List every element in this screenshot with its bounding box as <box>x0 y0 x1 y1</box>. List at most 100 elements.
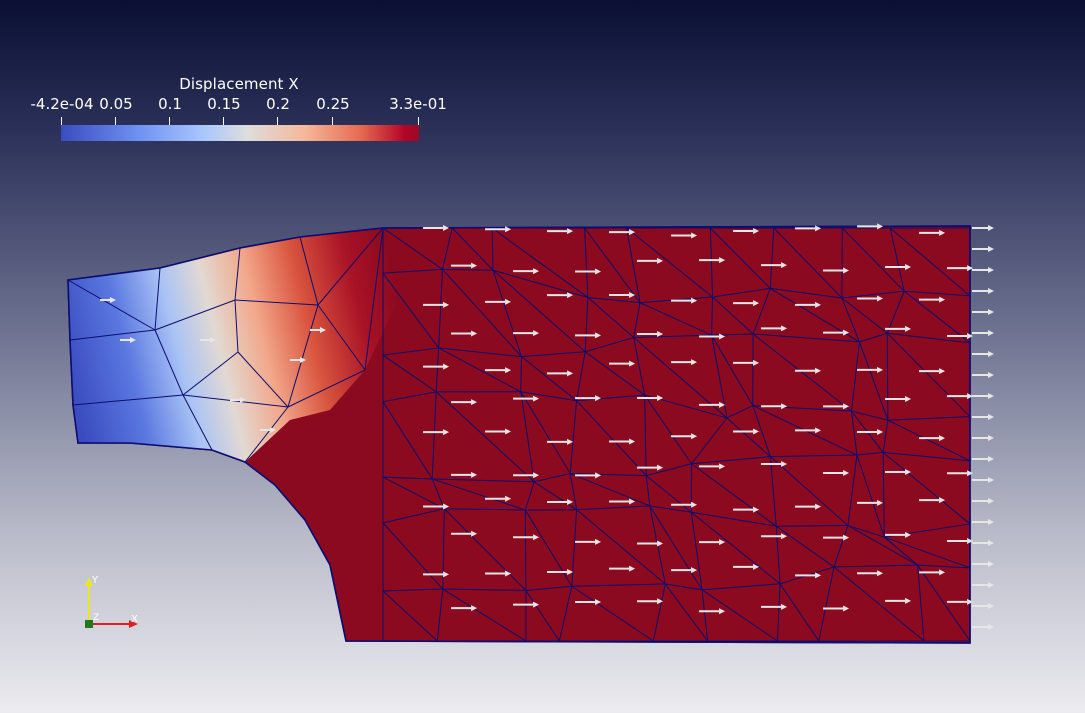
displacement-arrow <box>575 268 602 275</box>
mesh-edge <box>576 351 586 401</box>
mesh-edge <box>524 510 527 591</box>
x-axis-arrow <box>129 620 138 628</box>
displacement-arrow <box>671 501 698 508</box>
displacement-arrow <box>972 414 994 420</box>
displacement-arrow <box>451 530 478 537</box>
displacement-arrow <box>547 498 574 505</box>
displacement-arrow <box>795 572 822 579</box>
displacement-arrow <box>733 506 760 513</box>
displacement-arrow <box>671 232 698 239</box>
colorbar-tick <box>277 117 278 127</box>
displacement-arrow <box>671 359 698 366</box>
displacement-glyphs <box>100 223 994 630</box>
colorbar-tick-label: -4.2e-04 <box>30 95 94 113</box>
mesh-edge <box>533 481 577 511</box>
displacement-arrow <box>485 495 512 502</box>
colorbar-tick <box>169 117 170 127</box>
mesh-edge <box>525 590 560 642</box>
mesh-edge <box>69 329 156 341</box>
mesh-edge <box>571 583 666 587</box>
displacement-arrow <box>671 297 698 304</box>
mesh-edge <box>833 564 918 568</box>
colorbar-tick <box>418 117 419 127</box>
mesh-edge <box>442 268 494 271</box>
deformed-mesh <box>67 225 971 644</box>
mesh-edge <box>887 416 971 421</box>
mesh-edge <box>887 332 971 344</box>
mesh-edge <box>182 351 239 396</box>
colorbar-tick <box>332 117 333 127</box>
mesh-edge <box>234 299 319 306</box>
mesh-edge <box>524 509 573 587</box>
displacement-arrow <box>972 435 994 441</box>
colorbar-tick-label: 0.15 <box>207 95 241 113</box>
displacement-arrow <box>575 395 602 402</box>
displacement-arrow <box>575 599 602 606</box>
mesh-edge <box>903 290 971 344</box>
displacement-arrow <box>733 563 760 570</box>
displacement-arrow <box>823 267 850 274</box>
mesh-edge <box>435 347 440 392</box>
mesh-edge <box>649 505 703 591</box>
mesh-edge <box>587 297 641 304</box>
mesh-edge <box>491 227 589 298</box>
displacement-arrow <box>947 470 974 477</box>
mesh-edge <box>432 478 526 511</box>
displacement-arrow <box>885 264 912 271</box>
mesh-edge <box>646 463 692 477</box>
mesh-edge <box>534 473 571 483</box>
mesh-edge <box>847 525 885 538</box>
mesh-edge <box>520 356 522 392</box>
mesh-edge <box>712 287 771 298</box>
mesh-edge <box>770 456 849 526</box>
mesh-edge <box>886 332 971 418</box>
displacement-arrow <box>451 262 478 269</box>
displacement-arrow <box>972 267 994 273</box>
mesh-edge <box>521 356 577 402</box>
displacement-arrow <box>637 540 664 547</box>
displacement-arrow <box>547 569 574 576</box>
displacement-arrow <box>699 333 726 340</box>
displacement-arrow <box>857 429 884 436</box>
displacement-arrow <box>609 498 636 505</box>
mesh-edge <box>431 391 437 479</box>
displacement-arrow <box>699 257 726 264</box>
mesh-edge <box>520 391 571 474</box>
displacement-arrow <box>972 603 994 609</box>
displacement-arrow <box>699 539 726 546</box>
mesh-edge <box>154 329 184 396</box>
colorbar-tick-label: 0.25 <box>316 95 350 113</box>
displacement-arrow <box>761 603 788 610</box>
mesh-edge <box>633 337 646 396</box>
mesh-edge <box>644 395 647 476</box>
displacement-arrow <box>260 427 276 433</box>
mesh-edge <box>769 227 775 289</box>
displacement-arrow <box>919 296 946 303</box>
mesh-edge <box>645 475 692 513</box>
displacement-arrow <box>972 393 994 399</box>
displacement-arrow <box>609 438 636 445</box>
mesh-edge <box>570 473 647 477</box>
displacement-arrow <box>947 598 974 605</box>
mesh-edge <box>882 420 889 453</box>
displacement-arrow <box>485 367 512 374</box>
displacement-arrow <box>100 297 116 303</box>
mesh-edge <box>633 334 712 339</box>
mesh-edge <box>884 536 971 569</box>
displacement-arrow <box>575 538 602 545</box>
mesh-edge <box>492 269 586 353</box>
mesh-edge <box>645 475 651 506</box>
displacement-arrow <box>919 229 946 236</box>
mesh-edge <box>711 333 754 336</box>
mesh-edge <box>917 565 925 642</box>
mesh-edge <box>841 290 905 299</box>
mesh-edge <box>438 347 522 358</box>
mesh-edge <box>770 454 857 458</box>
mesh-edge <box>587 297 635 338</box>
displacement-arrow <box>972 330 994 336</box>
mesh-edge <box>521 351 586 358</box>
displacement-arrow <box>609 360 636 367</box>
mesh-edge <box>850 411 858 456</box>
mesh-edge <box>904 290 971 297</box>
